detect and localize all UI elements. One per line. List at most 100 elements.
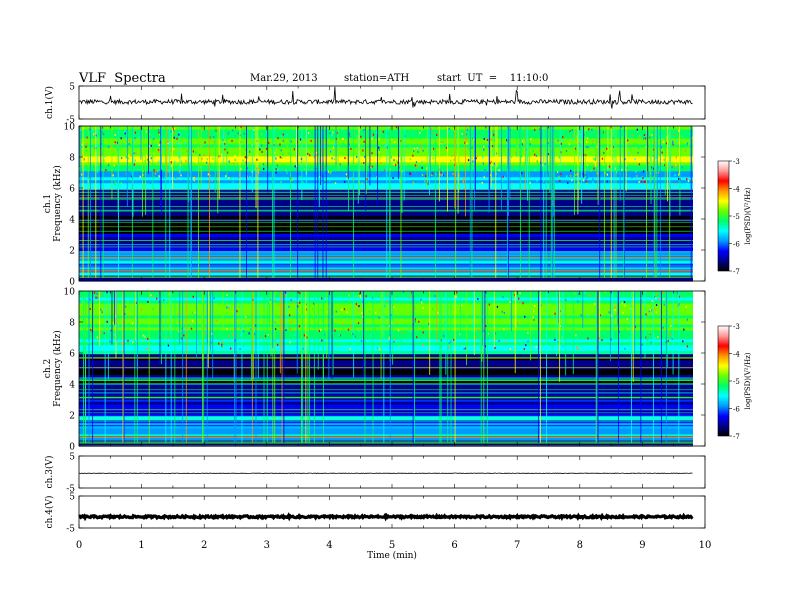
spectro-noise [416,147,419,150]
spectro-noise [639,136,641,139]
spectro-band [79,308,693,313]
spectro-noise [265,147,268,150]
spectro-noise [184,141,187,144]
spectro-noise [686,318,689,321]
spectro-band [79,126,693,130]
spectro-noise [652,176,655,179]
spectro-noise [599,314,601,317]
panel-ylabel: ch.3(V) [44,456,55,489]
spectro-band [79,215,693,220]
spectro-noise [394,338,396,341]
spectro-noise [376,131,378,134]
spectro-noise [643,137,645,140]
spectro-noise [537,292,539,295]
spectro-noise [281,156,283,159]
spectro-noise [687,180,690,183]
spectro-noise [440,171,442,174]
spectro-noise [452,173,454,176]
spectro-noise [124,312,126,315]
spectro-noise [134,131,137,134]
spectro-noise [609,126,611,129]
spectro-noise [378,138,380,141]
spectro-noise [640,180,643,183]
spectro-noise [159,141,161,144]
spectro-noise [290,140,292,143]
y-tick-label: 10 [64,288,76,298]
spectro-noise [428,322,430,325]
spectro-noise [483,137,485,140]
spectro-noise [657,171,659,174]
spectro-noise [114,134,116,137]
spectro-noise [468,147,470,150]
spectro-noise [330,155,332,158]
spectro-noise [332,137,334,140]
spectro-noise [122,142,124,145]
spectro-noise [357,322,360,325]
spectro-noise [685,305,687,308]
spectro-noise [277,137,279,140]
spectro-noise [129,315,131,318]
spectro-noise [382,130,385,133]
spectro-noise [651,133,653,136]
spectro-noise [277,168,279,171]
spectro-noise [170,161,172,164]
spectro-noise [223,133,225,136]
spectro-noise [125,156,127,159]
spectro-noise [331,157,333,160]
spectro-noise [634,158,636,161]
spectro-noise [217,155,220,158]
spectro-noise [388,336,391,339]
spectro-noise [649,309,652,312]
spectro-noise [411,292,414,295]
spectro-noise [142,334,144,337]
spectro-noise [213,345,215,348]
spectro-noise [81,154,83,157]
spectro-band [79,128,693,133]
spectro-noise [580,314,582,317]
spectro-noise [554,338,556,341]
spectro-noise [627,319,630,322]
spectro-noise [208,164,210,167]
spectro-noise [234,158,236,161]
spectro-noise [244,156,246,159]
spectro-noise [101,152,103,155]
spectro-noise [236,310,238,313]
spectro-noise [147,158,149,161]
spectro-noise [231,139,233,142]
spectro-noise [194,311,196,314]
spectro-noise [101,311,103,314]
spectro-noise [256,167,258,170]
spectro-noise [193,156,195,159]
spectro-noise [400,339,402,342]
spectro-noise [350,325,353,328]
spectro-noise [462,139,464,142]
x-tick-label: 9 [639,540,645,551]
spectro-noise [378,149,381,152]
spectro-noise [533,318,535,321]
spectro-noise [636,128,638,131]
spectro-noise [560,173,562,176]
spectro-noise [689,163,692,166]
spectro-noise [285,169,288,172]
spectro-noise [147,300,149,303]
date-label: Mar.29, 2013 [250,73,318,84]
spectro-noise [112,174,114,177]
spectro-band [79,185,693,190]
spectro-noise [374,128,376,131]
spectro-band [79,302,693,307]
spectro-noise [586,182,588,185]
spectro-noise [248,332,250,335]
spectro-noise [282,133,284,136]
spectro-noise [604,291,606,294]
spectro-noise [608,311,610,314]
spectro-band [79,389,693,393]
spectro-noise [412,154,414,157]
spectro-noise [409,304,412,307]
spectro-noise [145,130,147,133]
spectro-noise [338,334,340,337]
spectro-noise [345,171,347,174]
spectro-noise [577,348,579,351]
spectro-noise [434,149,436,152]
spectro-noise [663,158,665,161]
spectro-noise [96,296,98,299]
